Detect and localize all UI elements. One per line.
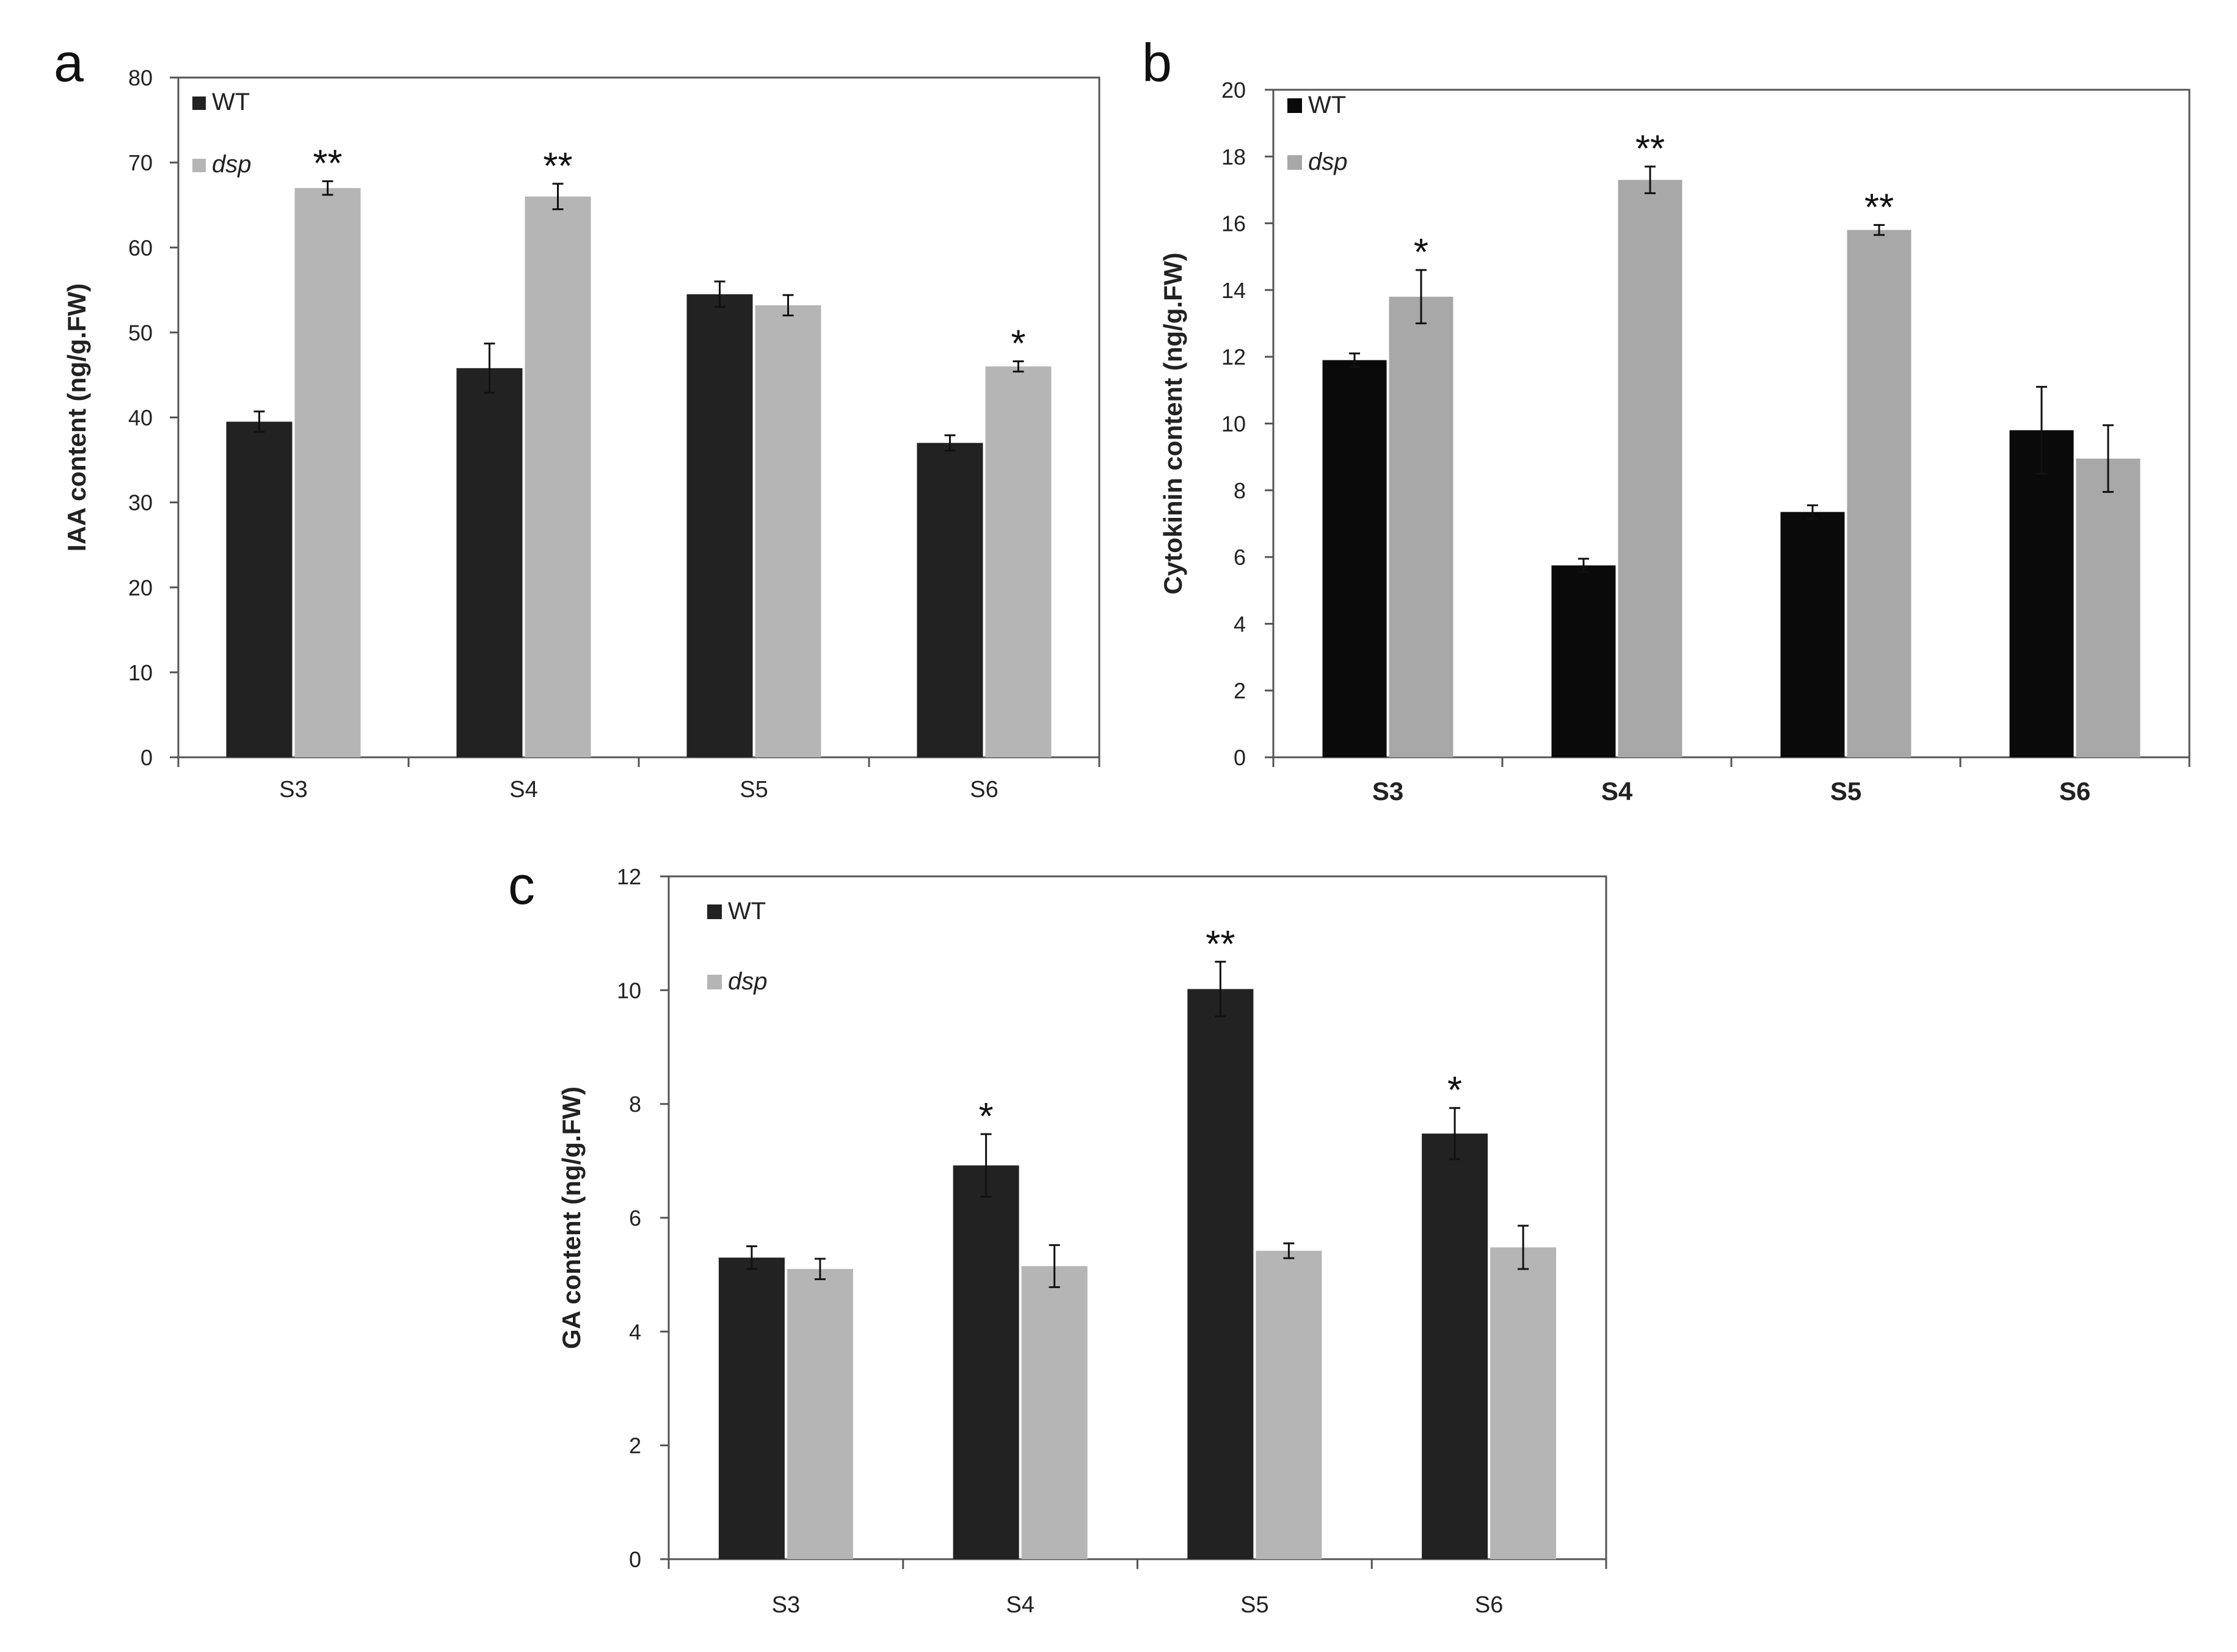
legend-swatch-WT [192,96,206,110]
bar-WT-S6 [917,443,983,757]
y-axis-label: GA content (ng/g.FW) [557,1086,586,1349]
bar-dsp-S3 [294,187,361,757]
chart-panel-b: b 0 2 4 6 8 10 12 14 16 18 20 Cytokinin content (ng/… [1142,32,2191,806]
bar-dsp-S6 [985,366,1052,757]
bar-WT-S3 [226,421,293,757]
bar-WT-S6 [1422,1133,1488,1559]
y-tick-label: 0 [140,745,153,770]
bar-WT-S4 [1551,565,1616,757]
bar-WT-S5 [686,294,753,757]
category-label: S4 [1006,1592,1034,1618]
significance-marker: ** [1864,186,1894,228]
category-label: S5 [1830,777,1861,806]
bar-WT-S4 [953,1165,1019,1559]
category-label: S5 [1240,1592,1268,1618]
bar-dsp-S5 [1847,230,1911,757]
y-tick-label: 2 [629,1433,641,1458]
y-tick-label: 0 [1234,745,1246,770]
y-tick-label: 80 [128,65,153,90]
chart-panel-a: a 0 10 20 30 40 50 60 70 80 IAA content (ng/g.FW) S… [54,32,1100,802]
category-label: S3 [1372,777,1403,806]
y-tick-label: 20 [128,575,153,600]
y-tick-label: 40 [128,406,153,431]
panel-letter: a [54,32,84,93]
category-label: S6 [2059,777,2090,806]
category-label: S4 [1601,777,1633,806]
y-tick-label: 30 [128,490,153,515]
y-tick-label: 10 [617,978,641,1003]
bar-dsp-S6 [2076,458,2141,757]
category-label: S4 [509,777,537,802]
panel-letter: c [508,855,535,915]
y-tick-label: 16 [1221,211,1246,236]
significance-marker: * [1011,323,1025,365]
y-tick-label: 8 [629,1092,641,1117]
significance-marker: ** [313,143,342,185]
bar-dsp-S4 [1021,1266,1088,1559]
legend-swatch-WT [707,904,722,919]
bar-dsp-S5 [755,305,821,758]
y-tick-label: 4 [1234,611,1246,636]
bar-WT-S5 [1187,989,1254,1559]
y-tick-label: 6 [1234,545,1246,570]
y-tick-label: 2 [1234,679,1246,704]
legend-label-dsp: dsp [1308,148,1348,175]
legend-swatch-WT [1287,98,1302,113]
significance-marker: ** [1206,923,1235,966]
bar-WT-S3 [1322,360,1387,757]
bar-WT-S5 [1780,512,1845,757]
y-tick-label: 10 [128,660,153,685]
significance-marker: ** [543,145,572,187]
y-tick-label: 8 [1234,478,1246,503]
bar-dsp-S6 [1490,1247,1557,1559]
y-tick-label: 14 [1221,278,1246,303]
y-tick-label: 0 [629,1547,641,1572]
y-axis-label: IAA content (ng/g.FW) [62,283,91,551]
legend-label-dsp: dsp [212,151,252,178]
y-tick-label: 10 [1221,412,1246,437]
category-label: S6 [1475,1592,1503,1618]
bar-dsp-S3 [1389,296,1453,758]
legend-swatch-dsp [192,159,206,172]
category-label: S3 [279,777,307,802]
legend: WT dsp [192,89,252,178]
y-tick-label: 60 [128,235,153,260]
category-label: S6 [970,777,998,802]
bar-dsp-S3 [787,1268,853,1559]
legend-label-WT: WT [728,898,766,925]
y-tick-label: 12 [617,864,641,889]
legend: WT dsp [707,898,768,995]
significance-marker: ** [1635,128,1665,170]
bar-dsp-S4 [525,196,591,757]
significance-marker: * [979,1096,994,1138]
category-label: S3 [772,1592,800,1618]
y-tick-label: 12 [1221,344,1246,369]
panel-letter: b [1142,32,1172,93]
legend-label-WT: WT [1308,92,1346,118]
significance-marker: * [1414,231,1428,274]
y-tick-label: 18 [1221,144,1246,169]
y-tick-label: 6 [629,1206,641,1231]
y-tick-label: 4 [629,1319,641,1344]
significance-marker: * [1447,1069,1462,1112]
legend-label-WT: WT [212,89,250,115]
legend: WT dsp [1287,92,1348,175]
y-tick-label: 20 [1221,78,1246,103]
legend-swatch-dsp [707,975,722,989]
bar-WT-S3 [718,1257,785,1559]
category-label: S5 [740,777,768,802]
legend-label-dsp: dsp [728,968,768,995]
bar-dsp-S5 [1256,1251,1322,1559]
y-axis-label: Cytokinin content (ng/g.FW) [1159,253,1187,595]
bar-WT-S6 [2009,430,2074,757]
y-tick-label: 50 [128,320,153,345]
bar-dsp-S4 [1618,180,1682,757]
bar-WT-S4 [456,368,523,757]
y-tick-label: 70 [128,150,153,175]
legend-swatch-dsp [1287,155,1302,170]
